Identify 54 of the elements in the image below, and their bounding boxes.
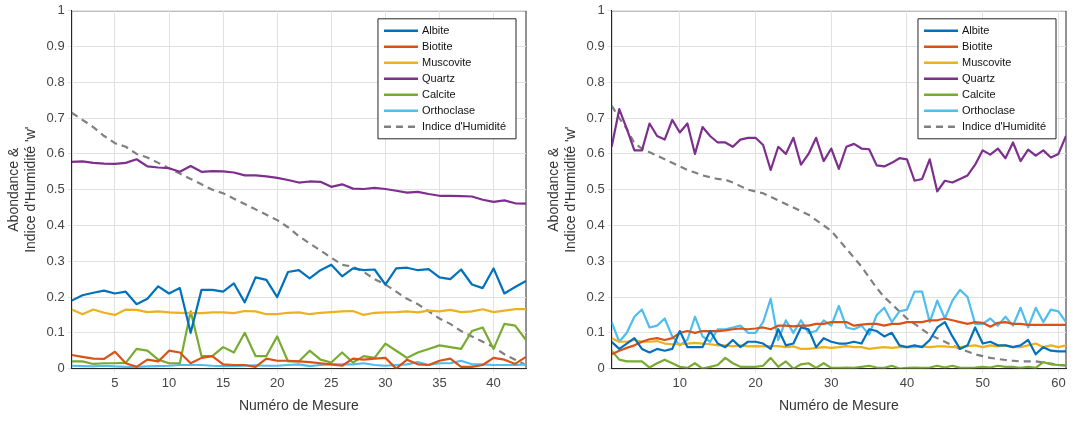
x-tick-label: 20 (748, 374, 763, 390)
x-tick-label: 40 (486, 374, 501, 390)
legend-label: Orthoclase (421, 103, 476, 116)
y-tick-label: 0.7 (586, 109, 605, 125)
y-tick-label: 0.5 (586, 181, 605, 197)
y-tick-label: 0.6 (586, 145, 605, 161)
legend-label: Quartz (961, 71, 995, 84)
y-axis-title: Abondance & Indice d'Humidité 'w' (545, 126, 579, 253)
legend-label: Muscovite (421, 55, 472, 68)
legend-label: Quartz (421, 71, 455, 84)
y-tick-label: 0.1 (586, 324, 605, 340)
x-tick-label: 60 (1051, 374, 1066, 390)
y-tick-label: 0.8 (46, 73, 65, 89)
y-tick-label: 0.7 (46, 109, 65, 125)
legend-label: Albite (961, 23, 990, 36)
legend-label: Calcite (421, 87, 456, 100)
x-axis-title: Numéro de Mesure (778, 397, 899, 414)
y-tick-label: 0.5 (46, 181, 65, 197)
x-tick-label: 10 (161, 374, 177, 390)
y-axis-title: Abondance & Indice d'Humidité 'w' (5, 126, 39, 253)
legend-label: Calcite (961, 87, 996, 100)
x-tick-label: 10 (672, 374, 688, 390)
y-tick-label: 1 (597, 2, 605, 18)
legend-label: Muscovite (961, 55, 1012, 68)
y-tick-label: 0.3 (46, 252, 65, 268)
y-tick-label: 0.9 (46, 38, 65, 54)
x-tick-label: 35 (432, 374, 447, 390)
legend-label: Indice d'Humidité (421, 119, 506, 132)
y-tick-label: 0.1 (46, 324, 65, 340)
x-tick-label: 30 (824, 374, 839, 390)
x-tick-label: 40 (899, 374, 915, 390)
x-tick-label: 20 (269, 374, 285, 390)
y-tick-label: 0 (57, 360, 65, 376)
x-tick-label: 15 (215, 374, 231, 390)
legend-label: Indice d'Humidité (961, 119, 1046, 132)
x-tick-label: 30 (378, 374, 393, 390)
x-tick-label: 25 (324, 374, 339, 390)
y-tick-label: 1 (57, 2, 65, 18)
legend-label: Biotite (421, 39, 453, 52)
y-tick-label: 0.4 (586, 217, 605, 233)
legend-label: Albite (421, 23, 450, 36)
y-tick-label: 0.2 (46, 288, 65, 304)
x-tick-label: 5 (111, 374, 119, 390)
y-tick-label: 0.9 (586, 38, 605, 54)
y-tick-label: 0.6 (46, 145, 65, 161)
y-tick-label: 0.8 (586, 73, 605, 89)
y-tick-label: 0.2 (586, 288, 605, 304)
x-axis-title: Numéro de Mesure (238, 397, 359, 414)
y-tick-label: 0 (597, 360, 605, 376)
legend-label: Biotite (961, 39, 993, 52)
legend-label: Orthoclase (961, 103, 1016, 116)
x-tick-label: 50 (975, 374, 990, 390)
y-tick-label: 0.4 (46, 217, 65, 233)
y-tick-label: 0.3 (586, 252, 605, 268)
